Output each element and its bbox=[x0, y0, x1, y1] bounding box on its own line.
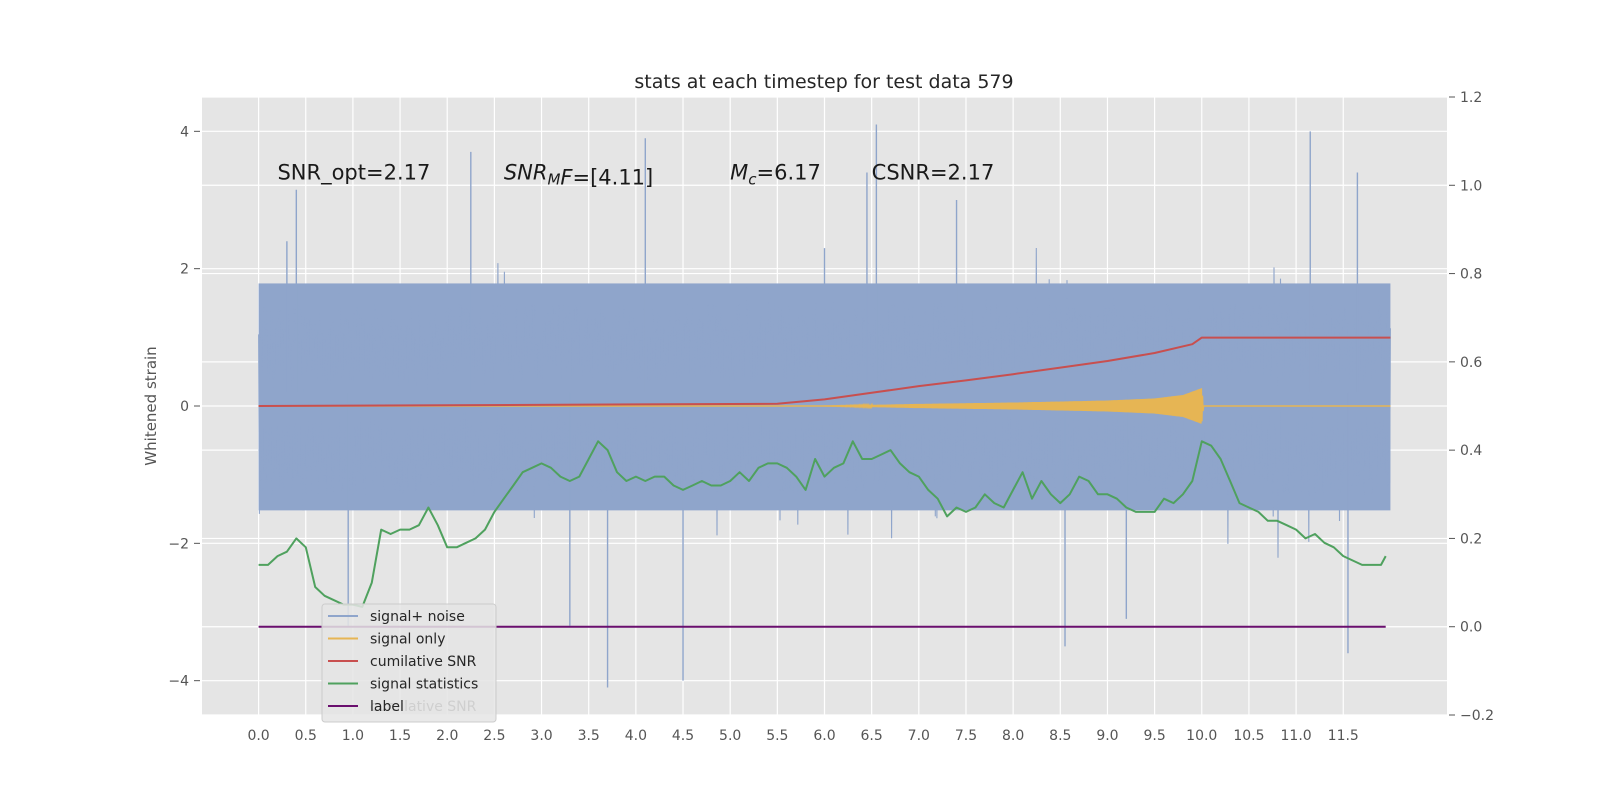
legend-label: signal only bbox=[370, 632, 445, 648]
y-tick-label: −2 bbox=[168, 536, 189, 552]
x-tick-label: 0.0 bbox=[247, 728, 269, 744]
y2-tick-label: 0.2 bbox=[1460, 531, 1482, 547]
y-axis-label: Whitened strain bbox=[142, 346, 160, 465]
annotation-part: SNR_opt=2.17 bbox=[277, 160, 430, 185]
legend-box bbox=[321, 603, 497, 723]
legend-label: cumilative SNR bbox=[370, 654, 477, 670]
x-tick-label: 2.5 bbox=[483, 728, 505, 744]
x-tick-label: 9.0 bbox=[1096, 728, 1118, 744]
x-tick-label: 3.5 bbox=[578, 728, 600, 744]
legend: cumilative SNR signal+ noise signal only cu… bbox=[321, 603, 497, 723]
x-tick-label: 7.0 bbox=[908, 728, 930, 744]
legend-ghost-text: cumilative SNR bbox=[370, 699, 477, 715]
annotation-tail: =6.17 bbox=[757, 160, 821, 184]
x-tick-label: 8.5 bbox=[1049, 728, 1071, 744]
x-tick-label: 2.0 bbox=[436, 728, 458, 744]
series-line-cumilative-snr bbox=[258, 336, 1391, 407]
chart-title: stats at each timestep for test data 579 bbox=[634, 71, 1013, 93]
x-tick-label: 7.5 bbox=[955, 728, 977, 744]
annotations: SNR_opt=2.17 SNRMF=[4.11] Mc=6.17 CSNR=2.17 bbox=[277, 160, 994, 189]
annotation-main: M bbox=[730, 160, 748, 184]
legend-label: signal statistics bbox=[370, 677, 478, 693]
annotation-sub: c bbox=[748, 170, 757, 188]
x-tick-label: 5.5 bbox=[766, 728, 788, 744]
x-tick-label: 6.0 bbox=[813, 728, 835, 744]
annotation-text: CSNR=2.17 bbox=[872, 160, 995, 184]
x-tick-label: 5.0 bbox=[719, 728, 741, 744]
y2-tick-label: 1.2 bbox=[1460, 90, 1482, 106]
annotation-text: Mc=6.17 bbox=[730, 160, 821, 188]
y2-tick-label: 0.4 bbox=[1460, 443, 1482, 459]
y2-tick-label: 0.6 bbox=[1460, 355, 1482, 371]
x-tick-label: 11.0 bbox=[1281, 728, 1312, 744]
y2-tick-label: −0.2 bbox=[1460, 708, 1494, 724]
x-tick-label: 0.5 bbox=[295, 728, 317, 744]
x-tick-label: 1.5 bbox=[389, 728, 411, 744]
axis-ticks: 0.0 0.5 1.0 1.5 2.0 2.5 3.0 3.5 4.0 4.5 5.0 5.5 6.0 6… bbox=[168, 90, 1494, 744]
x-tick-label: 8.0 bbox=[1002, 728, 1024, 744]
y2-tick-label: 1.0 bbox=[1460, 178, 1482, 194]
x-tick-label: 3.0 bbox=[530, 728, 552, 744]
y2-tick-label: 0.8 bbox=[1460, 267, 1482, 283]
y2-tick-label: 0.0 bbox=[1460, 620, 1482, 636]
series-line-signal-statistics bbox=[258, 440, 1387, 608]
annotation-tail-rest: =[4.11] bbox=[573, 165, 654, 189]
annotation-text: SNRMF=[4.11] bbox=[504, 160, 653, 189]
x-tick-label: 6.5 bbox=[861, 728, 883, 744]
legend-label: signal+ noise bbox=[370, 609, 465, 625]
y-tick-label: 2 bbox=[180, 262, 189, 278]
annotation-text: SNR_opt=2.17 bbox=[277, 160, 430, 185]
x-tick-label: 11.5 bbox=[1328, 728, 1359, 744]
annotation-sub: M bbox=[547, 170, 560, 188]
signal-only-chirp bbox=[824, 388, 1205, 424]
x-tick-label: 4.0 bbox=[625, 728, 647, 744]
x-tick-label: 4.5 bbox=[672, 728, 694, 744]
x-tick-label: 10.5 bbox=[1233, 728, 1264, 744]
annotation-tail-italic: F bbox=[560, 165, 573, 189]
annotation-part: CSNR=2.17 bbox=[872, 160, 995, 184]
legend-label: label bbox=[370, 699, 404, 715]
x-tick-label: 10.0 bbox=[1186, 728, 1217, 744]
y-tick-label: 0 bbox=[180, 399, 189, 415]
annotation-main: SNR bbox=[504, 160, 548, 184]
y-tick-label: 4 bbox=[180, 124, 189, 140]
x-tick-label: 9.5 bbox=[1143, 728, 1165, 744]
x-tick-label: 1.0 bbox=[342, 728, 364, 744]
y-tick-label: −4 bbox=[168, 674, 189, 690]
